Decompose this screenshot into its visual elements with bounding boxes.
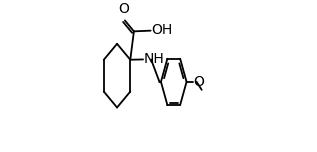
Text: OH: OH [151,23,173,37]
Text: O: O [194,75,204,89]
Text: NH: NH [144,52,165,66]
Text: O: O [119,2,130,16]
